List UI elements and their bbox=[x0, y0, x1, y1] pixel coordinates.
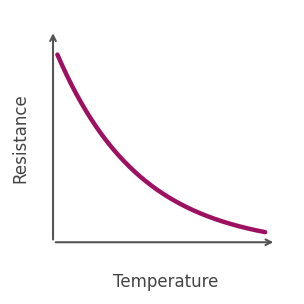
Text: Resistance: Resistance bbox=[12, 93, 29, 183]
Text: Temperature: Temperature bbox=[113, 273, 218, 291]
